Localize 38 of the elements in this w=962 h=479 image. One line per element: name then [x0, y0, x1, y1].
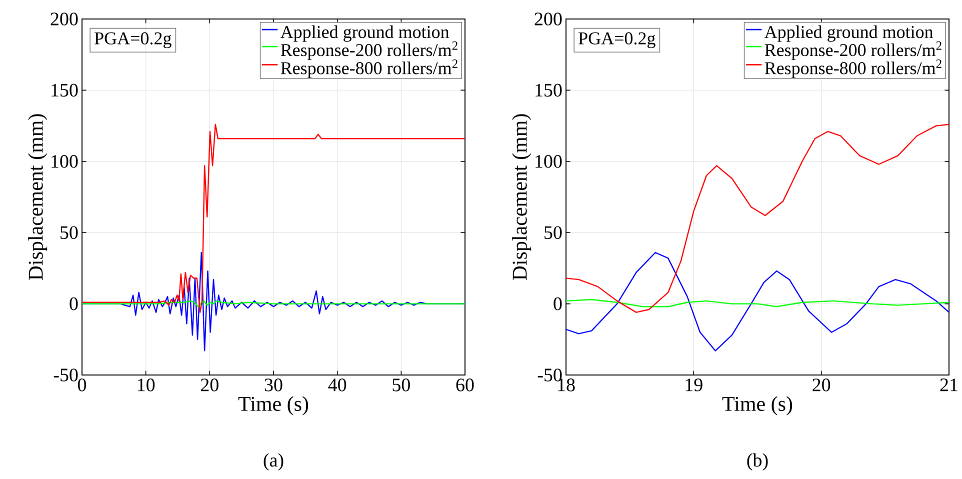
line-series	[566, 124, 949, 313]
y-tick-label: 200	[534, 12, 562, 26]
y-tick-label: 150	[52, 84, 78, 97]
x-tick-label: 0	[78, 378, 86, 392]
x-tick-label: 10	[138, 378, 155, 392]
legend-label: Applied ground motion	[280, 25, 450, 42]
y-axis-title: Displacement (mm)	[28, 114, 48, 280]
y-tick-label: 0	[554, 297, 562, 310]
x-tick-label: 30	[264, 378, 282, 392]
x-tick-label: 60	[456, 378, 474, 392]
x-tick-label: 20	[201, 378, 218, 392]
x-axis-title: Time (s)	[722, 396, 792, 416]
x-tick-label: 20	[812, 378, 830, 392]
legend-label: Response-800 rollers/m$^{2}$	[764, 59, 942, 78]
legend-label: Response-200 rollers/m$^{2}$	[764, 41, 942, 60]
y-tick-label: -50	[54, 368, 78, 382]
x-tick-label: 40	[328, 378, 346, 392]
line-series	[566, 252, 949, 352]
x-tick-label: 50	[392, 378, 410, 392]
y-tick-label: 100	[52, 154, 78, 168]
y-tick-label: 100	[536, 154, 562, 168]
annotation: PGA=0.2g	[94, 32, 172, 48]
text: (b)	[747, 453, 768, 471]
annotation: PGA=0.2g	[578, 32, 656, 48]
y-tick-label: 50	[544, 226, 562, 240]
y-tick-label: 0	[70, 297, 78, 310]
x-axis-title: Time (s)	[238, 396, 308, 416]
x-tick-label: 19	[686, 378, 702, 392]
y-tick-label: 50	[60, 226, 78, 240]
y-tick-label: 150	[536, 84, 562, 97]
x-tick-label: 21	[940, 378, 958, 392]
legend-label: Response-200 rollers/m$^{2}$	[280, 41, 458, 60]
legend-label: Response-800 rollers/m$^{2}$	[280, 59, 458, 78]
y-axis-title: Displacement (mm)	[512, 114, 532, 280]
text: (a)	[264, 453, 284, 471]
legend-label: Applied ground motion	[764, 25, 934, 42]
y-tick-label: 200	[50, 12, 78, 26]
line-series	[566, 298, 949, 308]
